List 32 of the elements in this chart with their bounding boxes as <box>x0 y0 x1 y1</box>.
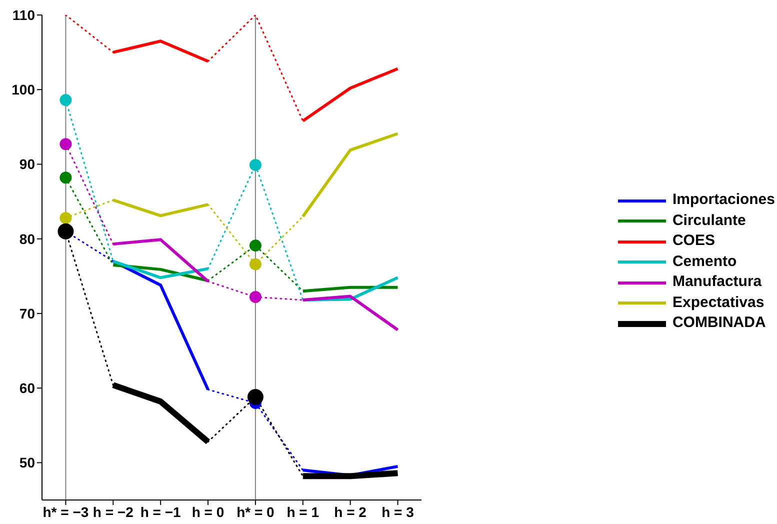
legend-label: Importaciones <box>672 190 775 210</box>
x-tick-label: h = 1 <box>286 504 320 520</box>
y-tick-label: 50 <box>19 454 36 471</box>
y-tick-label: 70 <box>19 305 36 322</box>
x-tick-label: h = −2 <box>92 504 134 520</box>
point <box>58 223 74 240</box>
legend-label: Circulante <box>672 210 746 231</box>
y-tick-label: 110 <box>12 6 36 23</box>
point <box>249 158 262 171</box>
x-tick-label: h = 0 <box>192 504 224 520</box>
point <box>249 240 262 252</box>
x-tick-label: h* = −3 <box>42 504 89 520</box>
point <box>249 291 262 304</box>
point <box>60 212 72 224</box>
point <box>60 172 72 184</box>
x-tick-label: h = 2 <box>334 504 367 520</box>
legend-label: COES <box>672 231 715 252</box>
x-tick-label: h = 3 <box>382 504 414 520</box>
legend-label: Cemento <box>672 252 737 272</box>
y-tick-label: 90 <box>19 156 36 172</box>
legend-label: Expectativas <box>672 292 764 313</box>
legend-label: Manufactura <box>672 272 762 292</box>
point <box>60 94 72 106</box>
y-tick-label: 80 <box>19 230 36 247</box>
legend-label: COMBINADA <box>672 313 766 334</box>
x-tick-label: h* = 0 <box>236 504 275 520</box>
y-tick-label: 60 <box>19 380 36 396</box>
x-tick-label: h = −1 <box>140 504 182 520</box>
point <box>249 258 262 270</box>
point <box>60 138 72 150</box>
point <box>247 389 264 406</box>
y-tick-label: 100 <box>12 82 36 98</box>
